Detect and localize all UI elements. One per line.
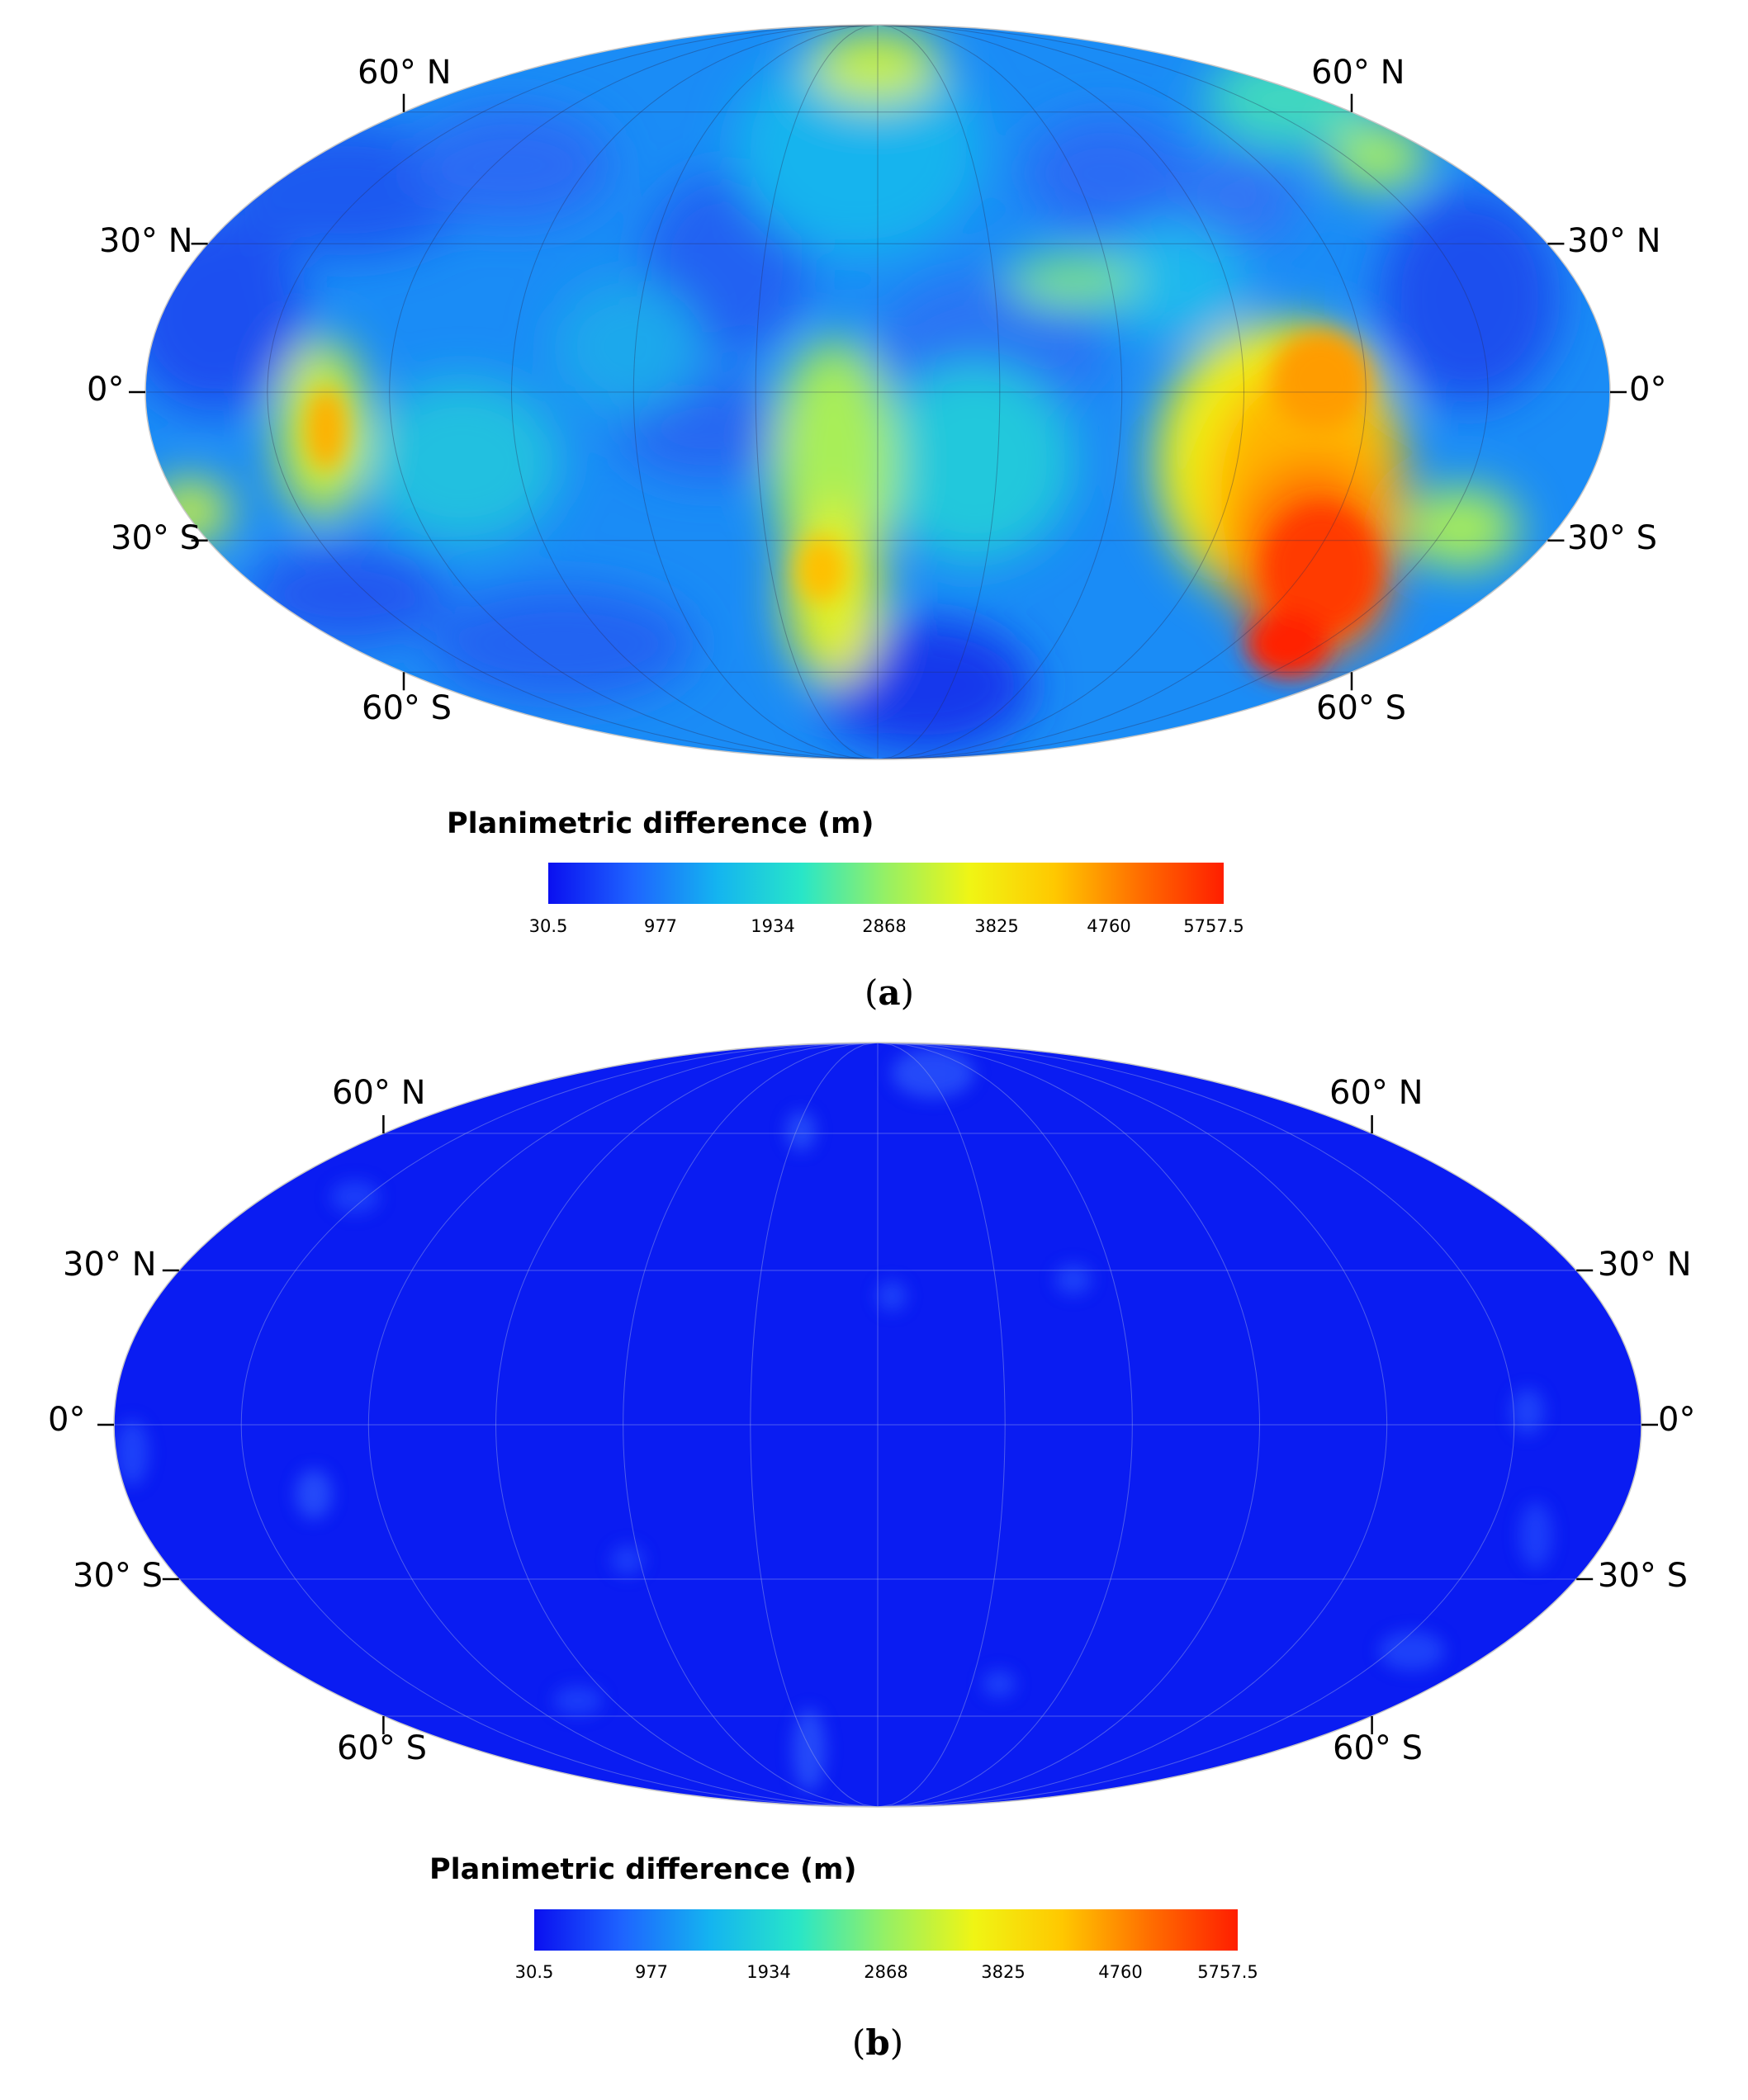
lat-ticks-a: [129, 93, 1627, 691]
meridian-line: [389, 25, 879, 759]
meridian-line: [877, 1043, 1133, 1807]
lat-label-left-60s: 60° S: [362, 689, 452, 727]
colorbar-a: [548, 863, 1224, 904]
colorbar-b-tick: 977: [634, 1962, 669, 1982]
colorbar-b-tick: 5757.5: [1197, 1962, 1258, 1982]
panel-b: 60° N 30° N 0° 30° S 60° S 60° N 30° N 0…: [0, 1024, 1748, 2100]
map-a: [129, 24, 1627, 760]
meridian-line: [877, 1043, 1261, 1807]
lat-ticks-b: [97, 1115, 1658, 1734]
colorbar-b-tick: 3825: [981, 1962, 1026, 1982]
map-a-hotspots: [306, 330, 1379, 677]
map-b-spots: [116, 1048, 1552, 1791]
meridian-line: [240, 1043, 879, 1807]
colorbar-a-tick: 3825: [974, 916, 1019, 936]
lat-label-left-0: 0°: [48, 1401, 86, 1439]
meridian-line: [877, 25, 1367, 759]
lat-label-right-60n: 60° N: [1329, 1074, 1424, 1112]
meridian-line: [877, 25, 1245, 759]
colorbar-a-tick: 977: [643, 916, 678, 936]
colorbar-b-tick: 30.5: [514, 1962, 554, 1982]
lat-label-left-30s: 30° S: [111, 519, 201, 557]
lat-label-right-30s: 30° S: [1598, 1557, 1689, 1595]
meridian-line: [877, 25, 1489, 759]
colorbar-a-tick: 2868: [862, 916, 907, 936]
colorbar-b: [534, 1909, 1238, 1951]
meridian-line: [877, 25, 1123, 759]
map-b: [97, 1042, 1658, 1808]
colorbar-a-tick: 5757.5: [1183, 916, 1244, 936]
meridian-line: [755, 25, 879, 759]
meridian-line: [495, 1043, 879, 1807]
meridian-line: [632, 25, 879, 759]
lat-label-left-60n: 60° N: [358, 54, 452, 92]
lat-label-right-0: 0°: [1629, 371, 1667, 409]
lat-label-left-0: 0°: [87, 371, 125, 409]
lat-label-right-60s: 60° S: [1333, 1729, 1424, 1767]
caption-b-letter: b: [865, 2022, 890, 2063]
lat-label-right-30n: 30° N: [1567, 222, 1661, 260]
lat-label-right-60n: 60° N: [1311, 54, 1405, 92]
map-b-field: [114, 1043, 1641, 1807]
meridian-line: [267, 25, 879, 759]
lat-label-left-60n: 60° N: [332, 1074, 426, 1112]
colorbar-a-tick: 4760: [1087, 916, 1131, 936]
lat-label-left-30n: 30° N: [99, 222, 193, 260]
lat-label-right-0: 0°: [1658, 1401, 1696, 1439]
colorbar-b-tick: 4760: [1098, 1962, 1143, 1982]
colorbar-a-tick: 30.5: [528, 916, 568, 936]
meridian-line: [623, 1043, 879, 1807]
meridian-line: [367, 1043, 879, 1807]
lat-label-right-60s: 60° S: [1316, 689, 1407, 727]
lat-label-right-30n: 30° N: [1598, 1246, 1692, 1284]
meridian-line: [510, 25, 879, 759]
panel-a: 60° N 30° N 0° 30° S 60° S 60° N 30° N 0…: [0, 0, 1748, 1024]
lat-label-left-60s: 60° S: [337, 1729, 428, 1767]
lat-label-left-30s: 30° S: [73, 1557, 163, 1595]
colorbar-title-a: Planimetric difference (m): [447, 807, 874, 840]
colorbar-title-b: Planimetric difference (m): [429, 1853, 857, 1886]
meridian-line: [877, 1043, 1515, 1807]
lat-label-left-30n: 30° N: [63, 1246, 157, 1284]
caption-b: (b): [851, 2022, 904, 2063]
meridian-line: [877, 1043, 1006, 1807]
caption-a: (a): [865, 972, 914, 1013]
colorbar-b-tick: 2868: [864, 1962, 908, 1982]
meridian-line: [877, 1043, 1388, 1807]
colorbar-b-tick: 1934: [746, 1962, 791, 1982]
meridian-line: [877, 25, 1001, 759]
colorbar-a-tick: 1934: [751, 916, 795, 936]
caption-a-letter: a: [878, 972, 901, 1013]
meridian-line: [750, 1043, 879, 1807]
lat-label-right-30s: 30° S: [1567, 519, 1658, 557]
